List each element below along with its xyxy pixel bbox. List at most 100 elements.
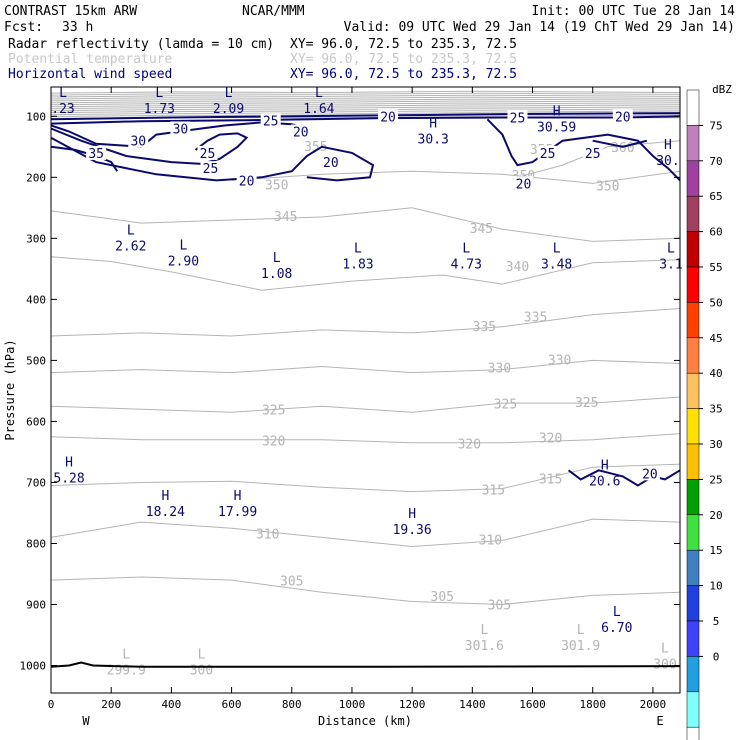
extremum-type: L <box>225 86 233 101</box>
extremum-type: L <box>667 242 675 257</box>
wind-label-bg <box>128 133 149 148</box>
theta-upper-line <box>50 90 681 94</box>
theta-isoline-310 <box>50 518 681 548</box>
colorbar-title: dBZ <box>712 83 732 96</box>
extremum-value: 300 <box>653 657 676 672</box>
x-tick-label: 200 <box>101 698 121 711</box>
extremum-type: L <box>273 251 281 266</box>
extremum-value: 18.24 <box>146 505 185 520</box>
forecast-label: Fcst: <box>4 20 43 35</box>
colorbar-swatch <box>686 443 700 480</box>
wind-label-bg <box>290 124 311 139</box>
extremum-value: 1.64 <box>303 102 334 117</box>
wind-label-bg <box>507 110 528 125</box>
extremum-H-marker: H17.99 <box>218 489 257 520</box>
x-tick-label: 0 <box>48 698 55 711</box>
wind-label: 35 <box>88 147 104 162</box>
y-tick-label: 700 <box>26 476 46 489</box>
extremum-value: 6.70 <box>601 621 632 636</box>
theta-label: 320 <box>539 432 562 447</box>
extremum-H-marker: H18.24 <box>146 489 185 520</box>
colorbar-level-label: 20 <box>709 509 722 522</box>
x-axis: 0 200 400 600 800 1000 1200 1400 1600 1800 2000 <box>48 87 666 711</box>
theta-isoline-350 <box>231 170 681 184</box>
forecast-hour: 33 h <box>62 20 93 35</box>
x-tick-label: 400 <box>161 698 181 711</box>
model-title: CONTRAST 15km ARW <box>4 4 137 19</box>
wind-label-bg <box>612 109 633 124</box>
colorbar-swatch <box>686 125 700 162</box>
theta-label: 325 <box>575 396 598 411</box>
colorbar-swatch <box>686 372 700 409</box>
theta-isoline-305 <box>50 576 681 606</box>
field-xy-wind: XY= 96.0, 72.5 to 235.3, 72.5 <box>290 67 517 82</box>
extremum-value: 2.09 <box>213 102 244 117</box>
extremum-L-marker: L3.48 <box>541 242 572 273</box>
plot-area: 3603553553503503503453453403353353303303… <box>50 86 683 678</box>
colorbar-level-label: 50 <box>709 296 722 309</box>
theta-upper-line <box>50 104 681 108</box>
organization-label: NCAR/MMM <box>242 4 305 19</box>
extremum-type: H <box>429 117 437 132</box>
colorbar-level-label: 40 <box>709 367 722 380</box>
wind-label-bg <box>378 109 399 124</box>
extremum-value: .23 <box>51 102 74 117</box>
extremum-L-marker: L4.73 <box>451 242 482 273</box>
wind-isoline-25 <box>50 127 249 165</box>
theta-label: 315 <box>482 483 505 498</box>
colorbar-level-label: 5 <box>713 615 720 628</box>
y-tick-label: 500 <box>26 354 46 367</box>
theta-label: 340 <box>506 260 529 275</box>
field-xy-reflectivity: XY= 96.0, 72.5 to 235.3, 72.5 <box>290 37 517 52</box>
colorbar-level-label: 45 <box>709 332 722 345</box>
colorbar-swatch <box>686 302 700 339</box>
extremum-type: H <box>601 458 609 473</box>
theta-upper-line <box>50 106 681 110</box>
extremum-type: L <box>613 605 621 620</box>
colorbar-swatch <box>686 585 700 622</box>
y-tick-label: 400 <box>26 293 46 306</box>
colorbar-level-label: 0 <box>713 650 720 663</box>
colorbar-swatch <box>686 479 700 516</box>
theta-label: 350 <box>596 179 619 194</box>
colorbar-level-label: 35 <box>709 403 722 416</box>
x-tick-label: 1600 <box>519 698 546 711</box>
extremum-value: 2.62 <box>115 239 146 254</box>
colorbar-level-label: 60 <box>709 226 722 239</box>
wind-label-bg <box>537 145 558 160</box>
theta-upper-line <box>50 94 681 98</box>
wind-label: 25 <box>540 147 556 162</box>
wind-label-bg <box>582 145 603 160</box>
extremum-type: H <box>234 489 242 504</box>
extremum-H-marker: H30. <box>656 138 679 169</box>
extremum-type: L <box>59 86 67 101</box>
extremum-type: L <box>354 242 362 257</box>
theta-label: 305 <box>431 590 454 605</box>
theta-label: 355 <box>304 140 327 155</box>
theta-label: 335 <box>473 320 496 335</box>
extremum-L-marker: L1.64 <box>303 86 334 117</box>
theta-isoline-325 <box>50 396 681 413</box>
theta-isoline-335 <box>50 308 681 337</box>
theta-label: 360 <box>611 141 634 156</box>
y-axis-label: Pressure (hPa) <box>3 339 17 440</box>
theta-label: 330 <box>488 361 511 376</box>
extremum-type: H <box>161 489 169 504</box>
field-xy-theta: XY= 96.0, 72.5 to 235.3, 72.5 <box>290 52 517 67</box>
field-name-reflectivity: Radar reflectivity (lamda = 10 cm) <box>8 37 274 52</box>
colorbar-swatch <box>686 514 700 551</box>
colorbar-swatch <box>686 195 700 232</box>
wind-label: 20 <box>615 110 631 125</box>
colorbar-level-label: 70 <box>709 155 722 168</box>
wind-isoline-20 <box>50 112 681 121</box>
extremum-value: 3.1 <box>659 258 682 273</box>
extremum-type: L <box>122 647 130 662</box>
colorbar-swatch <box>686 691 700 728</box>
x-tick-label: 800 <box>282 698 302 711</box>
theta-isoline-315 <box>50 463 681 493</box>
wind-label: 20 <box>293 126 309 141</box>
wind-label-bg <box>260 113 281 128</box>
